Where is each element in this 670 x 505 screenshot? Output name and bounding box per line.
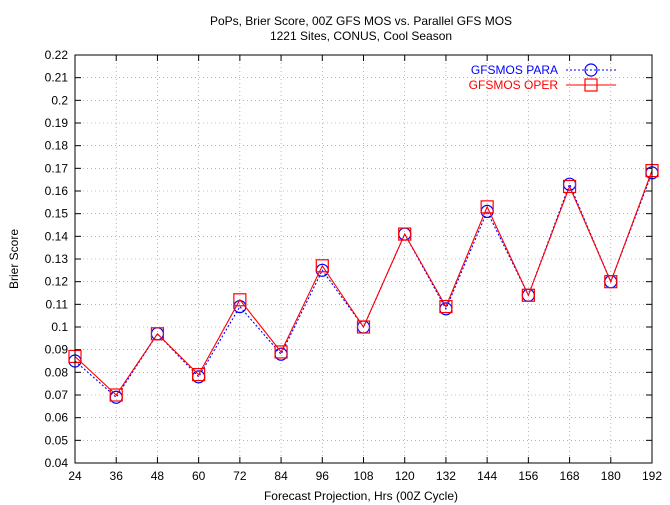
legend-label-gfsmos-oper: GFSMOS OPER bbox=[469, 78, 559, 92]
chart-title: PoPs, Brier Score, 00Z GFS MOS vs. Paral… bbox=[210, 14, 512, 28]
x-tick-label: 24 bbox=[68, 469, 82, 483]
x-tick-label: 72 bbox=[233, 469, 247, 483]
x-tick-label: 108 bbox=[353, 469, 373, 483]
y-tick-label: 0.15 bbox=[45, 207, 69, 221]
y-tick-label: 0.12 bbox=[45, 275, 69, 289]
gfsmos-oper-point bbox=[439, 300, 453, 314]
x-tick-label: 96 bbox=[316, 469, 330, 483]
y-tick-label: 0.22 bbox=[45, 48, 69, 62]
gfsmos-oper-point bbox=[480, 200, 494, 214]
x-tick-label: 168 bbox=[560, 469, 580, 483]
gfsmos-oper-series-line bbox=[74, 170, 653, 396]
gfsmos-oper-point bbox=[356, 320, 371, 334]
y-tick-label: 0.09 bbox=[45, 343, 69, 357]
y-tick-label: 0.04 bbox=[45, 456, 69, 470]
legend-marker-gfsmos-oper bbox=[584, 78, 598, 92]
gfsmos-oper-point bbox=[604, 275, 618, 289]
gfsmos-oper-point bbox=[398, 227, 412, 241]
y-tick-label: 0.2 bbox=[51, 93, 68, 107]
y-tick-label: 0.07 bbox=[45, 388, 69, 402]
y-tick-label: 0.16 bbox=[45, 184, 69, 198]
y-tick-label: 0.21 bbox=[45, 71, 69, 85]
y-tick-label: 0.11 bbox=[46, 297, 69, 311]
y-tick-label: 0.17 bbox=[45, 161, 69, 175]
x-tick-label: 60 bbox=[192, 469, 206, 483]
x-tick-label: 84 bbox=[274, 469, 288, 483]
gfsmos-oper-point bbox=[521, 288, 535, 302]
y-tick-label: 0.08 bbox=[45, 365, 69, 379]
y-tick-label: 0.1 bbox=[51, 320, 68, 334]
y-tick-label: 0.19 bbox=[45, 116, 69, 130]
x-tick-label: 156 bbox=[518, 469, 538, 483]
gfsmos-oper-point bbox=[109, 388, 123, 402]
y-axis-label: Brier Score bbox=[7, 229, 21, 289]
y-tick-label: 0.05 bbox=[45, 433, 69, 447]
legend-label-gfsmos-para: GFSMOS PARA bbox=[471, 63, 558, 77]
y-tick-label: 0.18 bbox=[45, 139, 69, 153]
grid-lines bbox=[74, 54, 653, 464]
gfsmos-oper-point bbox=[233, 293, 247, 307]
gfsmos-oper-point bbox=[315, 259, 329, 273]
axis-ticks: 0.04 0.05 0.06 0.07 0.08 0.09 0.1 0.11 0.12 0.13 0… bbox=[45, 48, 663, 483]
legend-marker-gfsmos-para bbox=[584, 63, 598, 77]
x-axis-label: Forecast Projection, Hrs (00Z Cycle) bbox=[264, 489, 458, 503]
gfsmos-oper-point bbox=[562, 179, 577, 194]
chart-subtitle: 1221 Sites, CONUS, Cool Season bbox=[270, 29, 452, 43]
y-tick-label: 0.14 bbox=[45, 229, 69, 243]
x-tick-label: 36 bbox=[110, 469, 124, 483]
plot-frame bbox=[74, 54, 653, 464]
x-tick-label: 192 bbox=[642, 469, 662, 483]
gfsmos-oper-point bbox=[274, 345, 288, 359]
gfsmos-oper-point bbox=[150, 327, 165, 341]
x-tick-label: 132 bbox=[436, 469, 456, 483]
y-tick-label: 0.13 bbox=[45, 252, 69, 266]
y-tick-label: 0.06 bbox=[45, 411, 69, 425]
gfsmos-oper-point bbox=[192, 368, 206, 382]
x-tick-label: 180 bbox=[601, 469, 621, 483]
x-tick-label: 48 bbox=[151, 469, 165, 483]
x-tick-label: 120 bbox=[395, 469, 415, 483]
x-tick-label: 144 bbox=[477, 469, 497, 483]
